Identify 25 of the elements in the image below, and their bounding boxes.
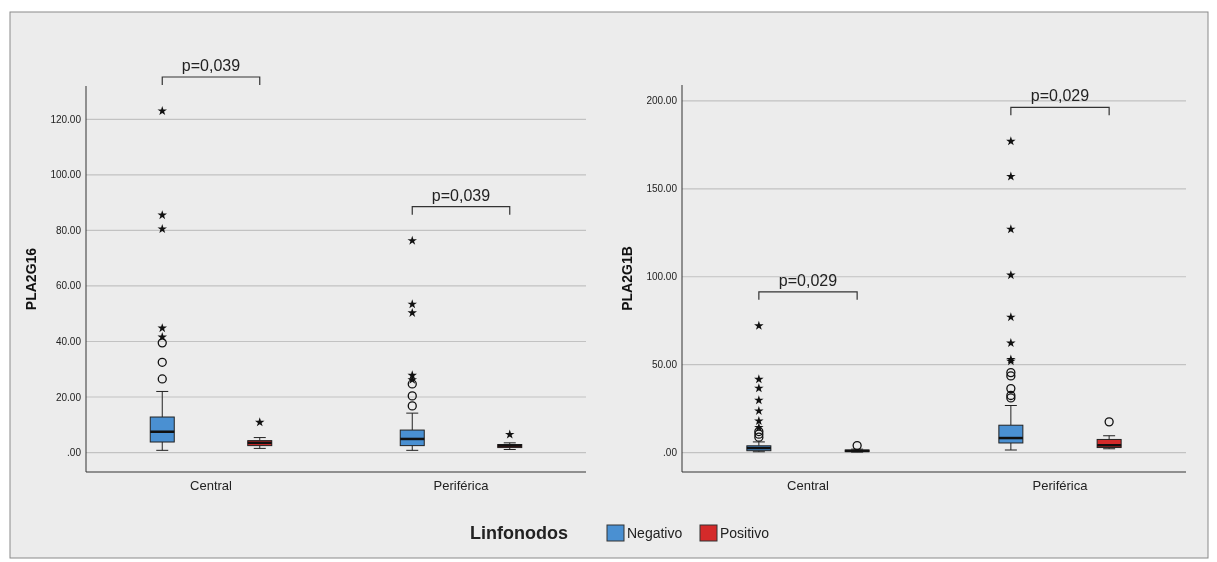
x-tick-label: Periférica (433, 478, 490, 493)
y-axis-title: PLA2G1B (619, 246, 635, 311)
x-tick-label: Central (190, 478, 233, 493)
y-tick-label: 80.00 (55, 224, 82, 236)
legend-title: Linfonodos (470, 523, 568, 544)
y-tick-label: 20.00 (55, 391, 82, 403)
x-tick-label: Periférica (1032, 478, 1089, 493)
y-tick-label: 150.00 (646, 183, 678, 195)
y-tick-label: 100.00 (646, 271, 678, 283)
y-tick-label: 100.00 (50, 169, 82, 181)
y-tick-label: .00 (663, 447, 678, 459)
y-tick-label: 40.00 (55, 335, 82, 347)
legend-label: Negativo (627, 524, 683, 541)
y-tick-label: 120.00 (50, 113, 82, 125)
x-tick-label: Central (787, 478, 830, 493)
y-tick-label: .00 (67, 447, 82, 459)
legend-label: Positivo (720, 524, 770, 541)
annotation: p=0,029 (778, 271, 838, 289)
y-tick-label: 60.00 (55, 280, 82, 292)
annotation: p=0,039 (431, 186, 491, 204)
y-tick-label: 50.00 (651, 359, 678, 371)
y-tick-label: 200.00 (646, 95, 678, 107)
y-axis-title: PLA2G16 (23, 247, 39, 311)
text: p=0,039 (181, 56, 241, 74)
annotation: p=0,029 (1030, 87, 1090, 105)
